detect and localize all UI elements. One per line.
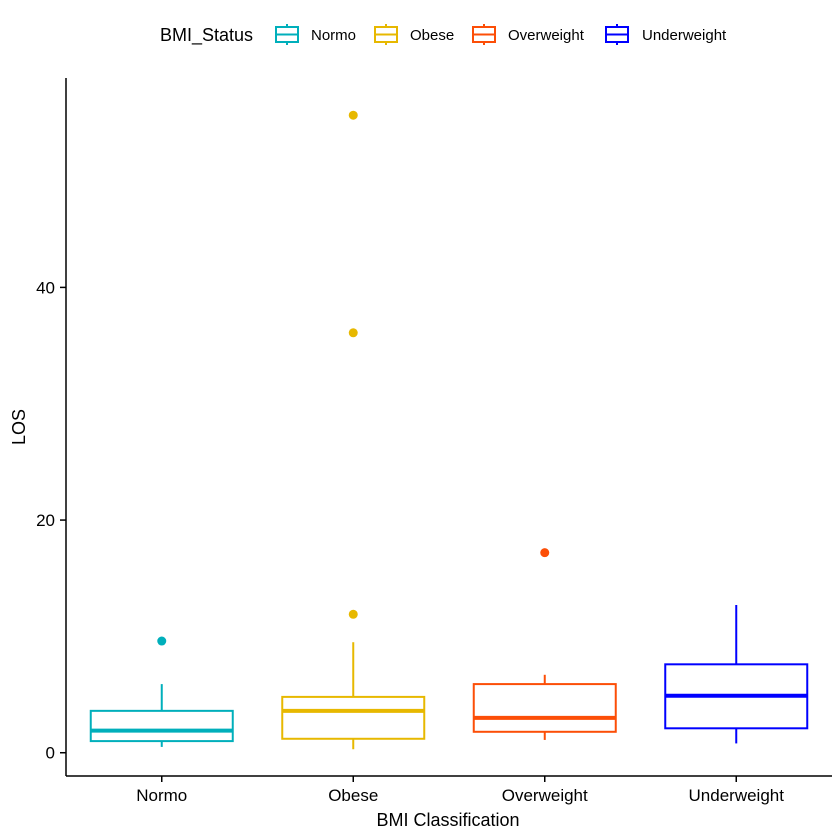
y-axis-title: LOS <box>9 409 29 445</box>
y-tick-label-20: 20 <box>36 511 55 530</box>
iqr-box-normo <box>89 709 234 743</box>
x-tick-label-overweight: Overweight <box>502 786 588 805</box>
outlier-point-obese-2 <box>348 110 358 120</box>
x-tick-label-normo: Normo <box>136 786 187 805</box>
x-tick-label-underweight: Underweight <box>689 786 785 805</box>
iqr-box-obese <box>281 695 426 740</box>
outlier-point-overweight-0 <box>540 548 550 558</box>
outlier-point-normo-0 <box>157 636 167 646</box>
plot-area: 0 20 40 Normo Obese Overweight Underweight <box>36 78 832 805</box>
legend-label-normo: Normo <box>311 27 356 44</box>
legend-key-obese <box>374 24 398 45</box>
legend-label-underweight: Underweight <box>642 27 727 44</box>
iqr-box-overweight <box>472 683 617 733</box>
box-obese <box>281 110 426 750</box>
legend-label-obese: Obese <box>410 27 454 44</box>
legend-key-underweight <box>605 24 629 45</box>
legend-label-overweight: Overweight <box>508 27 585 44</box>
legend-key-overweight <box>472 24 496 45</box>
box-normo <box>89 636 234 747</box>
box-underweight <box>664 604 809 744</box>
legend-key-normo <box>275 24 299 45</box>
y-tick-label-40: 40 <box>36 278 55 297</box>
x-tick-label-obese: Obese <box>328 786 378 805</box>
outlier-point-obese-0 <box>348 609 358 619</box>
outlier-point-obese-1 <box>348 328 358 338</box>
x-axis-title: BMI Classification <box>376 810 519 830</box>
y-tick-label-0: 0 <box>46 744 55 763</box>
legend-title: BMI_Status <box>160 25 253 46</box>
box-overweight <box>472 548 617 740</box>
legend: BMI_Status Normo Obese Overweight Underweig… <box>160 24 727 46</box>
